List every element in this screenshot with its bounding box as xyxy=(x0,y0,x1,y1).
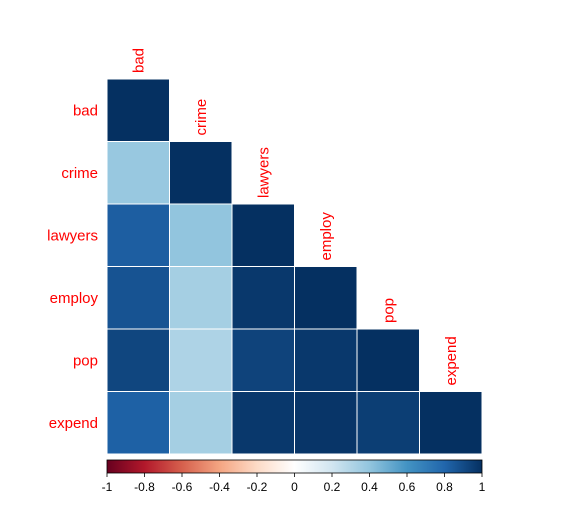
column-label: lawyers xyxy=(255,147,272,198)
heatmap-cell xyxy=(356,328,420,392)
colorbar-tick-label: 0.6 xyxy=(399,480,416,494)
column-label: expend xyxy=(443,336,460,385)
heatmap-cell xyxy=(231,328,295,392)
row-label: bad xyxy=(73,102,98,119)
colorbar-tick-label: -0.8 xyxy=(134,480,155,494)
row-label: pop xyxy=(73,352,98,369)
heatmap-cell xyxy=(106,141,170,205)
heatmap-cell xyxy=(294,391,358,455)
column-label: pop xyxy=(380,298,397,323)
heatmap-cell xyxy=(106,78,170,142)
heatmap-cell xyxy=(106,266,170,330)
heatmap-cell xyxy=(169,203,233,267)
row-label: employ xyxy=(50,290,99,307)
colorbar-tick-label: 1 xyxy=(479,480,486,494)
colorbar-tick-label: -0.4 xyxy=(209,480,230,494)
colorbar-gradient xyxy=(106,459,483,474)
heatmap-cell xyxy=(169,266,233,330)
heatmap-cell xyxy=(169,391,233,455)
colorbar-tick-label: 0 xyxy=(291,480,298,494)
row-label: expend xyxy=(49,415,98,432)
row-labels: bad crime lawyers employ pop expend xyxy=(47,102,98,432)
colorbar-ticks: -1 -0.8 -0.6 -0.4 -0.2 0 0.2 0.4 0.6 0.8 1 xyxy=(102,473,486,494)
column-label: bad xyxy=(130,48,147,73)
row-label: lawyers xyxy=(47,227,98,244)
heatmap-cells xyxy=(106,78,483,455)
heatmap-cell xyxy=(169,328,233,392)
colorbar-tick-label: 0.8 xyxy=(436,480,453,494)
row-label: crime xyxy=(61,165,98,182)
heatmap-cell xyxy=(106,391,170,455)
column-labels: bad crime lawyers employ pop expend xyxy=(130,48,460,386)
colorbar xyxy=(106,459,483,474)
heatmap-cell xyxy=(231,391,295,455)
heatmap-cell xyxy=(106,328,170,392)
colorbar-tick-label: -1 xyxy=(102,480,113,494)
colorbar-tick-label: -0.2 xyxy=(247,480,268,494)
colorbar-tick-label: -0.6 xyxy=(172,480,193,494)
heatmap-cell xyxy=(356,391,420,455)
colorbar-tick-label: 0.4 xyxy=(361,480,378,494)
heatmap-cell xyxy=(106,203,170,267)
colorbar-tick-label: 0.2 xyxy=(324,480,341,494)
column-label: crime xyxy=(193,99,210,136)
column-label: employ xyxy=(318,212,335,261)
heatmap-cell xyxy=(231,203,295,267)
heatmap-cell xyxy=(231,266,295,330)
heatmap-cell xyxy=(419,391,483,455)
heatmap-cell xyxy=(294,266,358,330)
heatmap-cell xyxy=(294,328,358,392)
heatmap-cell xyxy=(169,141,233,205)
